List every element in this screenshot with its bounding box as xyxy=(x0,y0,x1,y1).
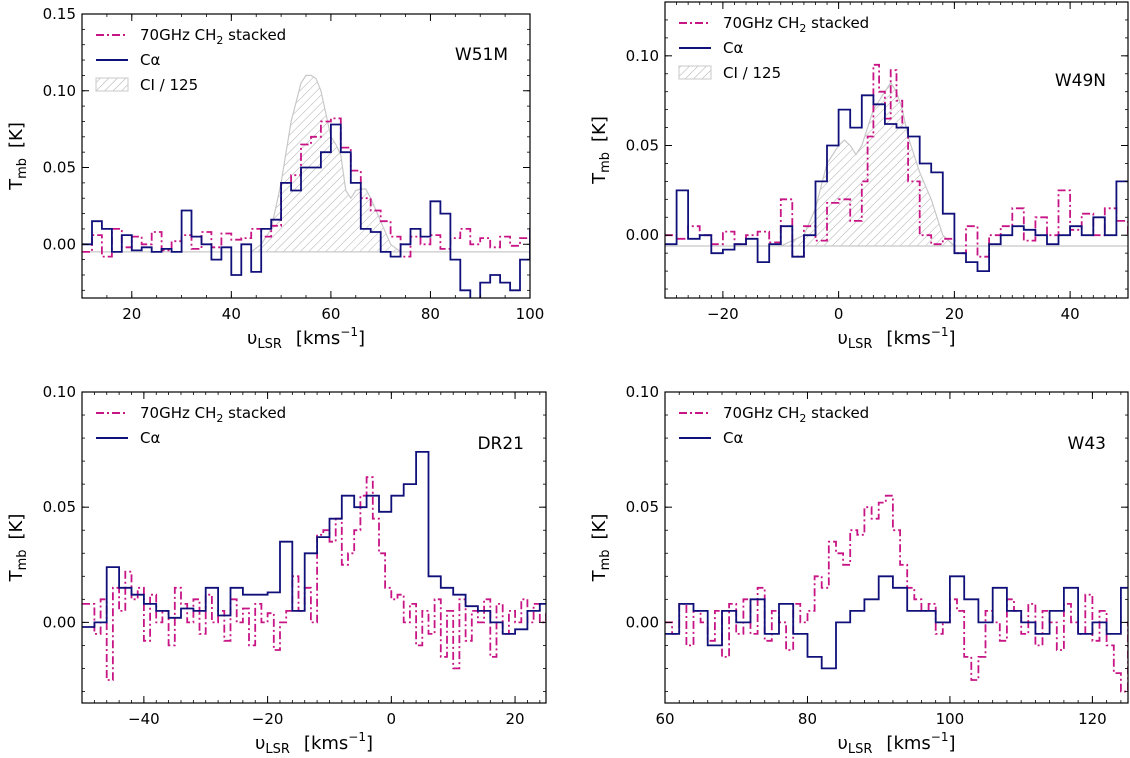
x-tick-label: 0 xyxy=(834,305,844,323)
plot-area xyxy=(82,451,546,681)
ticks xyxy=(81,391,546,703)
axes-frame xyxy=(664,391,1129,704)
legend: 70GHz CH2 stacked Cα CI / 125 xyxy=(678,14,869,82)
plot-area xyxy=(82,74,530,298)
series-ch2 xyxy=(82,117,530,258)
y-tick-label: 0.10 xyxy=(626,47,659,65)
y-tick-label: 0.00 xyxy=(43,235,76,253)
ticks xyxy=(664,1,1129,298)
x-tick-label: 60 xyxy=(655,710,674,728)
y-tick-label: 0.05 xyxy=(43,159,76,177)
x-tick-label: 100 xyxy=(936,710,965,728)
x-tick-label: 80 xyxy=(798,710,817,728)
x-tick-label: −40 xyxy=(128,710,160,728)
legend: 70GHz CH2 stacked Cα xyxy=(679,404,869,447)
plot-area xyxy=(665,494,1128,693)
legend-label: Cα xyxy=(723,429,743,447)
x-tick-label: 40 xyxy=(1061,305,1080,323)
x-axis-label: υLSR [kms−1] xyxy=(255,730,373,757)
y-tick-label: 0.10 xyxy=(43,383,76,401)
series-ci xyxy=(82,74,530,253)
source-label: W51M xyxy=(455,45,508,65)
plot-area xyxy=(665,63,1128,272)
panel-w49n: −20 0 20 40 0.00 0.05 0.10 υLSR [kms−1] Tmb[K] 70G… xyxy=(589,1,1129,352)
x-tick-label: −20 xyxy=(707,305,739,323)
legend-label: CI / 125 xyxy=(723,64,781,82)
y-tick-label: 0.05 xyxy=(626,137,659,155)
source-label: W49N xyxy=(1055,71,1106,91)
x-axis-label: υLSR [kms−1] xyxy=(837,730,955,757)
x-tick-label: 20 xyxy=(945,305,964,323)
y-axis-label: Tmb[K] xyxy=(6,122,30,191)
x-tick-label: 0 xyxy=(387,710,397,728)
legend: 70GHz CH2 stacked Cα CI / 125 xyxy=(95,26,286,94)
x-tick-label: 60 xyxy=(321,305,340,323)
legend-label: Cα xyxy=(140,429,160,447)
series-calpha xyxy=(82,123,530,298)
panel-w51m: 20 40 60 80 100 0.00 0.05 0.10 0.15 υLSR [kms−1] Tm… xyxy=(6,5,544,352)
x-axis-label: υLSR [kms−1] xyxy=(247,325,365,352)
panel-w43: 60 80 100 120 0.00 0.05 0.10 υLSR [kms−1] Tmb[K] 7… xyxy=(589,383,1129,757)
x-tick-label: 20 xyxy=(122,305,141,323)
y-axis-label: Tmb[K] xyxy=(589,514,613,583)
axes-frame xyxy=(81,391,547,704)
ticks xyxy=(81,13,531,298)
x-tick-label: 40 xyxy=(222,305,241,323)
y-tick-label: 0.10 xyxy=(626,383,659,401)
y-tick-label: 0.10 xyxy=(43,82,76,100)
series-ch2 xyxy=(82,476,546,681)
legend-label: 70GHz CH2 stacked xyxy=(140,404,286,425)
legend-label: CI / 125 xyxy=(140,76,198,94)
ticks xyxy=(664,391,1128,703)
legend-label: Cα xyxy=(140,51,160,69)
legend-swatch xyxy=(95,77,129,92)
series-calpha xyxy=(665,94,1128,272)
source-label: W43 xyxy=(1068,434,1106,454)
legend-label: 70GHz CH2 stacked xyxy=(723,404,869,425)
legend-label: Cα xyxy=(723,39,743,57)
x-tick-label: 80 xyxy=(421,305,440,323)
y-tick-label: 0.00 xyxy=(43,613,76,631)
x-tick-label: −20 xyxy=(252,710,284,728)
legend: 70GHz CH2 stacked Cα xyxy=(96,404,286,447)
series-ch2 xyxy=(665,494,1128,693)
series-calpha xyxy=(82,451,546,635)
y-tick-label: 0.00 xyxy=(626,613,659,631)
legend-swatch xyxy=(678,65,712,80)
source-label: DR21 xyxy=(477,434,524,454)
x-tick-label: 100 xyxy=(516,305,545,323)
panel-dr21: −40 −20 0 20 0.00 0.05 0.10 υLSR [kms−1] Tmb[K] 70… xyxy=(6,383,547,757)
y-tick-label: 0.05 xyxy=(43,498,76,516)
y-tick-label: 0.00 xyxy=(626,226,659,244)
series-calpha xyxy=(665,575,1128,670)
y-axis-label: Tmb[K] xyxy=(589,116,613,185)
x-tick-label: 20 xyxy=(506,710,525,728)
y-axis-label: Tmb[K] xyxy=(6,514,30,583)
x-tick-label: 120 xyxy=(1078,710,1107,728)
legend-label: 70GHz CH2 stacked xyxy=(140,26,286,47)
x-axis-label: υLSR [kms−1] xyxy=(837,325,955,352)
y-tick-label: 0.05 xyxy=(626,498,659,516)
legend-label: 70GHz CH2 stacked xyxy=(723,14,869,35)
y-tick-label: 0.15 xyxy=(43,5,76,23)
